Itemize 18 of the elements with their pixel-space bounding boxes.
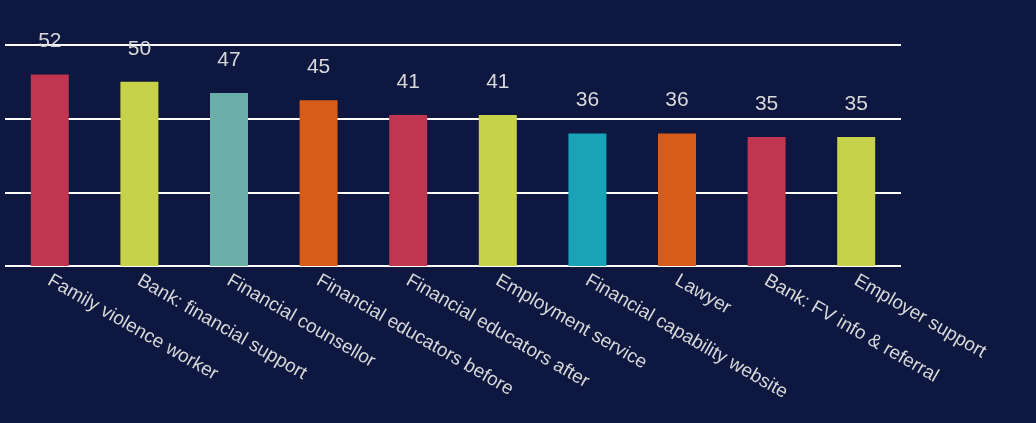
bar xyxy=(389,114,428,266)
bar xyxy=(210,92,248,266)
data-label: 45 xyxy=(306,54,331,78)
bar xyxy=(299,100,338,266)
bar xyxy=(747,137,786,266)
bar xyxy=(478,114,517,266)
bar xyxy=(568,133,607,266)
data-label: 35 xyxy=(754,91,779,115)
data-label: 41 xyxy=(396,68,420,92)
data-label: 36 xyxy=(665,87,689,111)
data-label: 47 xyxy=(217,46,241,70)
data-label: 36 xyxy=(575,87,600,111)
bar xyxy=(837,137,876,266)
bar xyxy=(120,81,159,266)
bar xyxy=(658,133,696,266)
data-label: 35 xyxy=(844,91,868,115)
bar xyxy=(30,74,69,266)
data-label: 41 xyxy=(486,68,510,92)
